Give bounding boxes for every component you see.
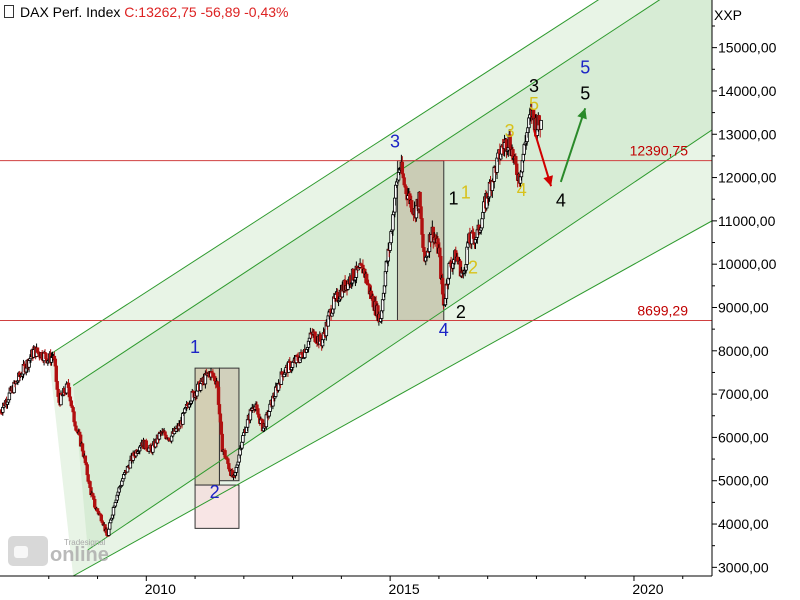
chart-header: DAX Perf. Index C:13262,75 -56,89 -0,43% bbox=[4, 4, 289, 20]
candle-body bbox=[245, 419, 250, 428]
level-label: 12390,75 bbox=[630, 143, 689, 159]
candle-body bbox=[223, 450, 227, 458]
candle-body bbox=[410, 200, 414, 213]
candle-body bbox=[195, 390, 199, 397]
y-tick-label: 10000,00 bbox=[718, 256, 777, 272]
currency-label: XXP bbox=[714, 7, 742, 23]
level-label: 8699,29 bbox=[637, 303, 688, 319]
logo-mark-inner bbox=[14, 546, 28, 558]
logo-text: online bbox=[50, 544, 109, 566]
wave-label: 4 bbox=[517, 180, 527, 200]
candle-body bbox=[35, 347, 40, 353]
candle-body bbox=[113, 502, 118, 507]
wave-label: 5 bbox=[580, 58, 590, 78]
candle-body bbox=[92, 495, 96, 500]
logo-subtext: Tradesignal bbox=[64, 538, 106, 547]
wave-label: 3 bbox=[390, 132, 400, 152]
candle-body bbox=[521, 153, 526, 162]
candle-body bbox=[380, 299, 385, 312]
wave-label: 2 bbox=[468, 258, 478, 278]
candle-body bbox=[220, 433, 224, 452]
candle-body bbox=[183, 408, 187, 414]
x-tick-label: 2020 bbox=[632, 581, 663, 597]
channel-line bbox=[48, 0, 600, 356]
forecast-arrow bbox=[559, 107, 587, 183]
candle-body bbox=[391, 214, 395, 231]
candle-body bbox=[198, 383, 203, 391]
candle-body bbox=[44, 353, 48, 360]
wave-label: 4 bbox=[439, 320, 449, 340]
forecast-arrowhead bbox=[543, 175, 553, 187]
range-box bbox=[194, 484, 240, 529]
y-tick-label: 7000,00 bbox=[718, 386, 769, 402]
y-tick-label: 13000,00 bbox=[718, 126, 777, 142]
y-tick-label: 5000,00 bbox=[718, 473, 769, 489]
candle-body bbox=[108, 522, 112, 530]
window-icon[interactable] bbox=[4, 5, 14, 18]
channel-line bbox=[87, 129, 712, 551]
forecast-arrowhead bbox=[577, 108, 587, 120]
candle-body bbox=[290, 361, 295, 368]
chart-quote: C:13262,75 -56,89 -0,43% bbox=[124, 4, 289, 20]
candle-body bbox=[85, 464, 89, 476]
x-tick-label: 2010 bbox=[145, 581, 176, 597]
candle-body bbox=[267, 411, 271, 417]
y-tick-label: 8000,00 bbox=[718, 343, 769, 359]
candle-body bbox=[68, 396, 73, 402]
y-tick-label: 15000,00 bbox=[718, 40, 777, 56]
candle-body bbox=[522, 144, 526, 155]
candle-body bbox=[421, 233, 425, 248]
chart-title: DAX Perf. Index bbox=[20, 4, 121, 20]
wave-label: 2 bbox=[456, 302, 466, 322]
axes: XXP 3000,00 4000,00 5000,00 6000,00 7000,00 80… bbox=[0, 0, 777, 597]
channel-line bbox=[72, 220, 712, 576]
plot-area[interactable] bbox=[0, 0, 712, 576]
y-tick-label: 14000,00 bbox=[718, 83, 777, 99]
y-tick-label: 3000,00 bbox=[718, 559, 769, 575]
y-tick-label: 11000,00 bbox=[718, 213, 776, 229]
candle-body bbox=[241, 435, 245, 443]
annotations: 12390,75 8699,29 1 2 3 4 5 1 2 3 4 5 1 2 3 4 5 bbox=[190, 58, 688, 502]
candle-body bbox=[539, 119, 543, 130]
wave-label: 5 bbox=[580, 84, 590, 104]
candle-body bbox=[107, 528, 111, 536]
y-tick-label: 6000,00 bbox=[718, 429, 769, 445]
wave-label: 3 bbox=[529, 76, 539, 96]
candle-body bbox=[111, 507, 116, 516]
candle-body bbox=[53, 358, 58, 367]
y-tick-label: 12000,00 bbox=[718, 170, 777, 186]
inner-channel-band bbox=[73, 0, 712, 551]
candle-body bbox=[144, 440, 149, 449]
candle-body bbox=[240, 441, 244, 449]
x-tick-label: 2015 bbox=[389, 581, 420, 597]
candle-body bbox=[480, 218, 484, 229]
candle-body bbox=[217, 404, 222, 415]
wave-label: 2 bbox=[210, 482, 220, 502]
wave-label: 1 bbox=[449, 188, 459, 208]
wave-label: 1 bbox=[461, 182, 471, 202]
candle-body bbox=[257, 413, 261, 418]
wave-label: 5 bbox=[529, 94, 539, 114]
wave-label: 3 bbox=[505, 121, 515, 141]
candle-body bbox=[218, 413, 223, 423]
channel-line bbox=[72, 0, 661, 386]
wave-label: 4 bbox=[556, 191, 566, 211]
y-tick-label: 9000,00 bbox=[718, 299, 769, 315]
wave-label: 1 bbox=[190, 337, 200, 357]
y-tick-label: 4000,00 bbox=[718, 516, 769, 532]
